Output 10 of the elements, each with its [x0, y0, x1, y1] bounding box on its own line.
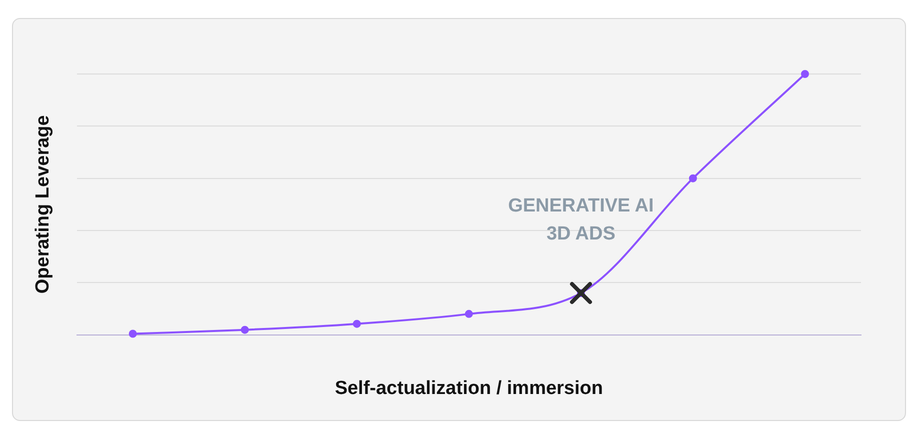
annotation: 3D ADS: [546, 223, 616, 244]
y-axis-title: Operating Leverage: [32, 115, 54, 294]
point: [128, 330, 137, 338]
point: [352, 320, 361, 328]
point: [464, 310, 473, 318]
point: [800, 70, 809, 78]
point: [240, 326, 249, 334]
x-axis-title: Self-actualization / immersion: [334, 378, 603, 399]
annotation: GENERATIVE AI: [508, 195, 654, 216]
point: [688, 174, 697, 182]
